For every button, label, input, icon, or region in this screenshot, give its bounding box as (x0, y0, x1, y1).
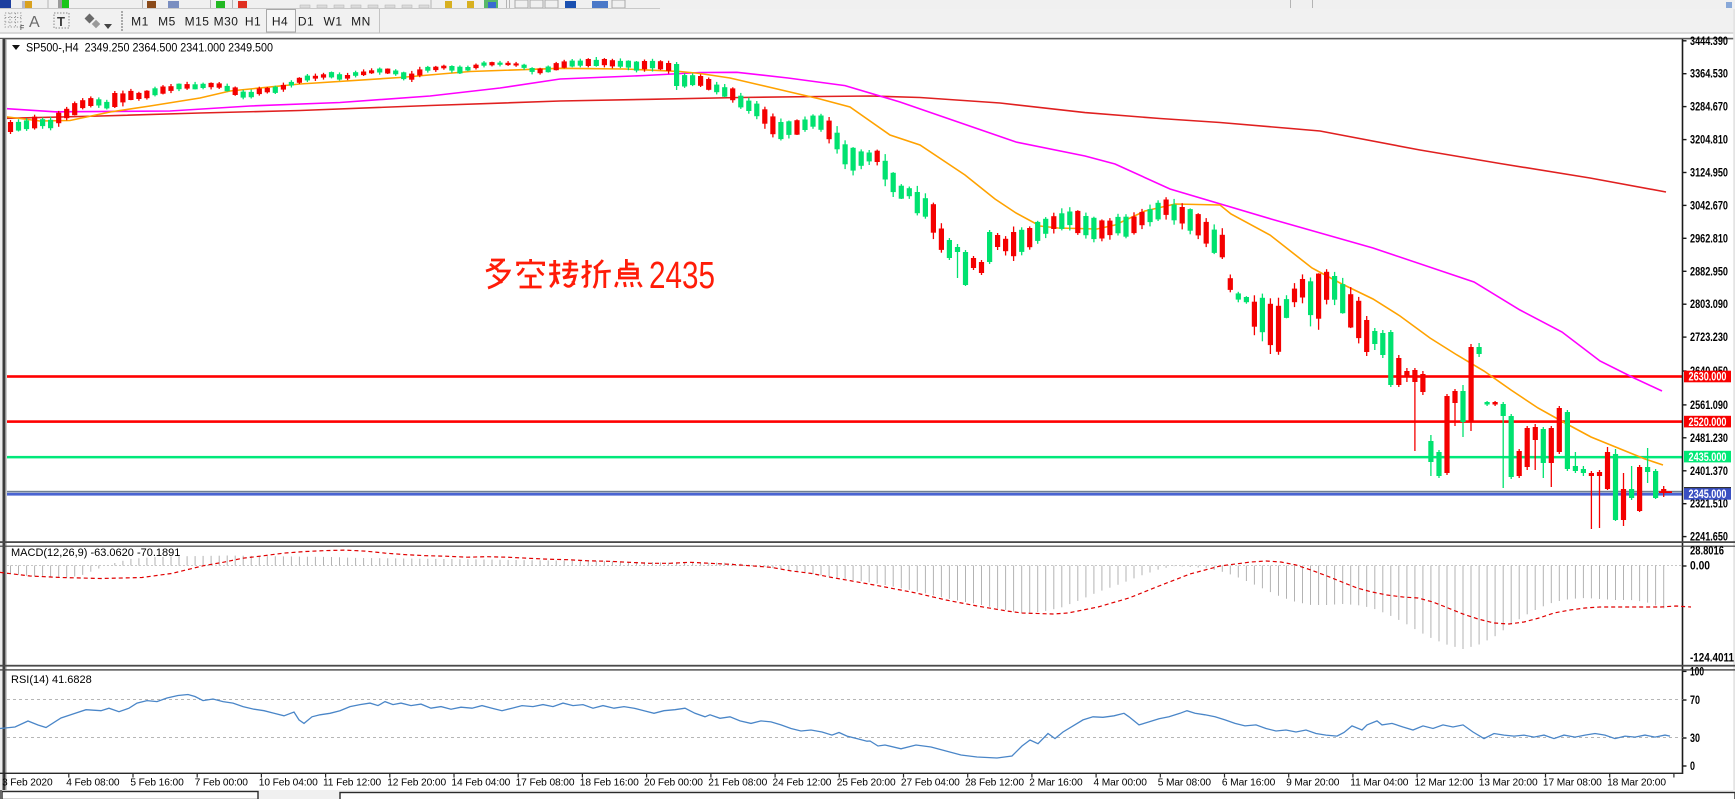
svg-text:2241.650: 2241.650 (1690, 532, 1728, 544)
svg-text:2401.370: 2401.370 (1690, 466, 1728, 478)
svg-text:3 Feb 2020: 3 Feb 2020 (2, 778, 53, 789)
svg-text:M5: M5 (158, 15, 176, 29)
svg-text:M30: M30 (214, 15, 239, 29)
svg-text:D1: D1 (298, 15, 314, 29)
svg-text:3364.530: 3364.530 (1690, 69, 1728, 81)
svg-text:W1: W1 (324, 15, 343, 29)
svg-text:100: 100 (1690, 666, 1704, 678)
svg-text:RSI(14) 41.6828: RSI(14) 41.6828 (11, 674, 92, 686)
svg-text:T: T (57, 14, 65, 29)
svg-text:25 Feb 20:00: 25 Feb 20:00 (837, 778, 896, 789)
svg-text:0: 0 (1690, 761, 1695, 773)
svg-text:12 Feb 20:00: 12 Feb 20:00 (387, 778, 446, 789)
svg-text:M1: M1 (131, 15, 149, 29)
svg-text:2723.230: 2723.230 (1690, 332, 1728, 344)
svg-text:9 Mar 20:00: 9 Mar 20:00 (1286, 778, 1340, 789)
svg-text:2561.090: 2561.090 (1690, 400, 1728, 412)
svg-text:5 Mar 08:00: 5 Mar 08:00 (1158, 778, 1212, 789)
svg-text:13 Mar 20:00: 13 Mar 20:00 (1479, 778, 1538, 789)
svg-text:6 Mar 16:00: 6 Mar 16:00 (1222, 778, 1276, 789)
svg-text:MN: MN (351, 15, 371, 29)
svg-text:28 Feb 12:00: 28 Feb 12:00 (965, 778, 1024, 789)
svg-text:2630.000: 2630.000 (1689, 372, 1727, 384)
svg-text:14 Feb 04:00: 14 Feb 04:00 (451, 778, 510, 789)
svg-text:A: A (29, 14, 40, 31)
svg-text:5 Feb 16:00: 5 Feb 16:00 (130, 778, 184, 789)
svg-text:11 Mar 04:00: 11 Mar 04:00 (1350, 778, 1409, 789)
svg-text:2435: 2435 (649, 255, 715, 297)
svg-text:17 Feb 08:00: 17 Feb 08:00 (516, 778, 575, 789)
svg-text:7 Feb 00:00: 7 Feb 00:00 (195, 778, 249, 789)
svg-text:M15: M15 (185, 15, 210, 29)
svg-text:0.00: 0.00 (1690, 561, 1710, 573)
svg-text:4 Mar 00:00: 4 Mar 00:00 (1094, 778, 1148, 789)
svg-text:20 Feb 00:00: 20 Feb 00:00 (644, 778, 703, 789)
svg-text:SP500-,H4 2349.250 2364.500 2: SP500-,H4 2349.250 2364.500 2341.000 234… (26, 43, 273, 55)
svg-text:2882.950: 2882.950 (1690, 266, 1728, 278)
svg-text:3124.950: 3124.950 (1690, 168, 1728, 180)
svg-text:12 Mar 12:00: 12 Mar 12:00 (1415, 778, 1474, 789)
svg-text:3204.810: 3204.810 (1690, 135, 1728, 147)
svg-text:10 Feb 04:00: 10 Feb 04:00 (259, 778, 318, 789)
svg-text:2321.510: 2321.510 (1690, 499, 1728, 511)
svg-text:H1: H1 (245, 15, 261, 29)
svg-text:3284.670: 3284.670 (1690, 102, 1728, 114)
svg-text:11 Feb 12:00: 11 Feb 12:00 (323, 778, 382, 789)
svg-text:2962.810: 2962.810 (1690, 233, 1728, 245)
svg-text:-124.4011: -124.4011 (1690, 653, 1735, 665)
svg-text:2 Mar 16:00: 2 Mar 16:00 (1029, 778, 1083, 789)
svg-text:2435.000: 2435.000 (1689, 452, 1727, 464)
svg-text:70: 70 (1690, 695, 1700, 707)
svg-text:17 Mar 08:00: 17 Mar 08:00 (1543, 778, 1602, 789)
svg-text:24 Feb 12:00: 24 Feb 12:00 (773, 778, 832, 789)
svg-text:18 Feb 16:00: 18 Feb 16:00 (580, 778, 639, 789)
svg-text:3042.670: 3042.670 (1690, 200, 1728, 212)
svg-text:2481.230: 2481.230 (1690, 433, 1728, 445)
svg-text:4 Feb 08:00: 4 Feb 08:00 (66, 778, 120, 789)
svg-text:18 Mar 20:00: 18 Mar 20:00 (1607, 778, 1666, 789)
svg-text:F: F (20, 25, 24, 32)
svg-text:2803.090: 2803.090 (1690, 299, 1728, 311)
svg-text:2520.000: 2520.000 (1689, 417, 1727, 429)
svg-text:H4: H4 (272, 15, 288, 29)
svg-text:30: 30 (1690, 733, 1700, 745)
svg-text:28.8016: 28.8016 (1690, 546, 1724, 558)
svg-text:3444.390: 3444.390 (1690, 36, 1728, 48)
svg-text:2345.000: 2345.000 (1689, 489, 1727, 501)
svg-text:27 Feb 04:00: 27 Feb 04:00 (901, 778, 960, 789)
svg-text:MACD(12,26,9) -63.0620 -70.189: MACD(12,26,9) -63.0620 -70.1891 (11, 547, 180, 559)
svg-text:21 Feb 08:00: 21 Feb 08:00 (708, 778, 767, 789)
